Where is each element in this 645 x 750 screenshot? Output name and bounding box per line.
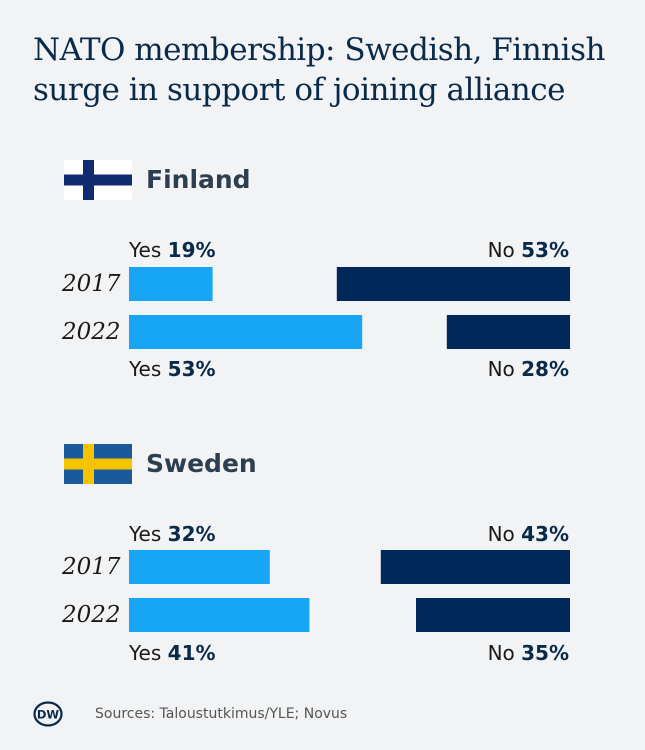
no-label-2017: No 53% — [488, 238, 569, 262]
no-label-2022: No 35% — [488, 641, 569, 665]
finland-bars — [129, 267, 570, 349]
no-bar-2022 — [416, 598, 570, 632]
country-name-finland: Finland — [146, 165, 251, 194]
yes-word: Yes — [129, 238, 162, 262]
sweden-panel: Sweden Yes 32% No 43% 2017 2022 Yes 41% … — [0, 444, 645, 714]
yes-bar-2022 — [129, 315, 363, 349]
yes-value-2022: 41% — [167, 641, 216, 665]
chart-title: NATO membership: Swedish, Finnish surge … — [33, 32, 605, 108]
finland-panel: Finland Yes 19% No 53% 2017 2022 Yes 53%… — [0, 160, 645, 430]
yes-label-2017: Yes 19% — [129, 238, 216, 262]
no-word: No — [487, 522, 515, 546]
no-word: No — [487, 641, 515, 665]
finland-flag-icon — [64, 160, 132, 200]
year-label-2022: 2022 — [62, 319, 121, 345]
no-value-2022: 28% — [521, 357, 569, 381]
no-word: No — [487, 238, 515, 262]
dw-logo-icon: DW — [33, 701, 63, 727]
yes-word: Yes — [129, 357, 162, 381]
no-label-2022: No 28% — [488, 357, 569, 381]
yes-value-2017: 32% — [167, 522, 216, 546]
yes-value-2017: 19% — [167, 238, 216, 262]
no-bar-2022 — [446, 315, 570, 349]
yes-word: Yes — [129, 522, 162, 546]
no-value-2017: 53% — [521, 238, 569, 262]
yes-bar-2017 — [129, 550, 270, 584]
yes-bar-2017 — [129, 267, 213, 301]
no-value-2022: 35% — [521, 641, 569, 665]
source-note: Sources: Taloustutkimus/YLE; Novus — [95, 706, 348, 722]
no-word: No — [487, 357, 515, 381]
yes-word: Yes — [129, 641, 162, 665]
no-label-2017: No 43% — [488, 522, 569, 546]
yes-label-2017: Yes 32% — [129, 522, 216, 546]
sweden-flag-icon — [64, 444, 132, 484]
footer: DW Sources: Taloustutkimus/YLE; Novus — [33, 701, 613, 729]
dw-logo-text: DW — [37, 708, 60, 722]
country-name-sweden: Sweden — [146, 449, 257, 478]
no-value-2017: 43% — [521, 522, 569, 546]
year-label-2017: 2017 — [62, 271, 121, 297]
yes-label-2022: Yes 41% — [129, 641, 216, 665]
no-bar-2017 — [336, 267, 570, 301]
yes-bar-2022 — [129, 598, 310, 632]
no-bar-2017 — [380, 550, 570, 584]
yes-value-2022: 53% — [167, 357, 216, 381]
year-label-2022: 2022 — [62, 602, 121, 628]
yes-label-2022: Yes 53% — [129, 357, 216, 381]
year-label-2017: 2017 — [62, 554, 121, 580]
sweden-bars — [129, 550, 570, 632]
